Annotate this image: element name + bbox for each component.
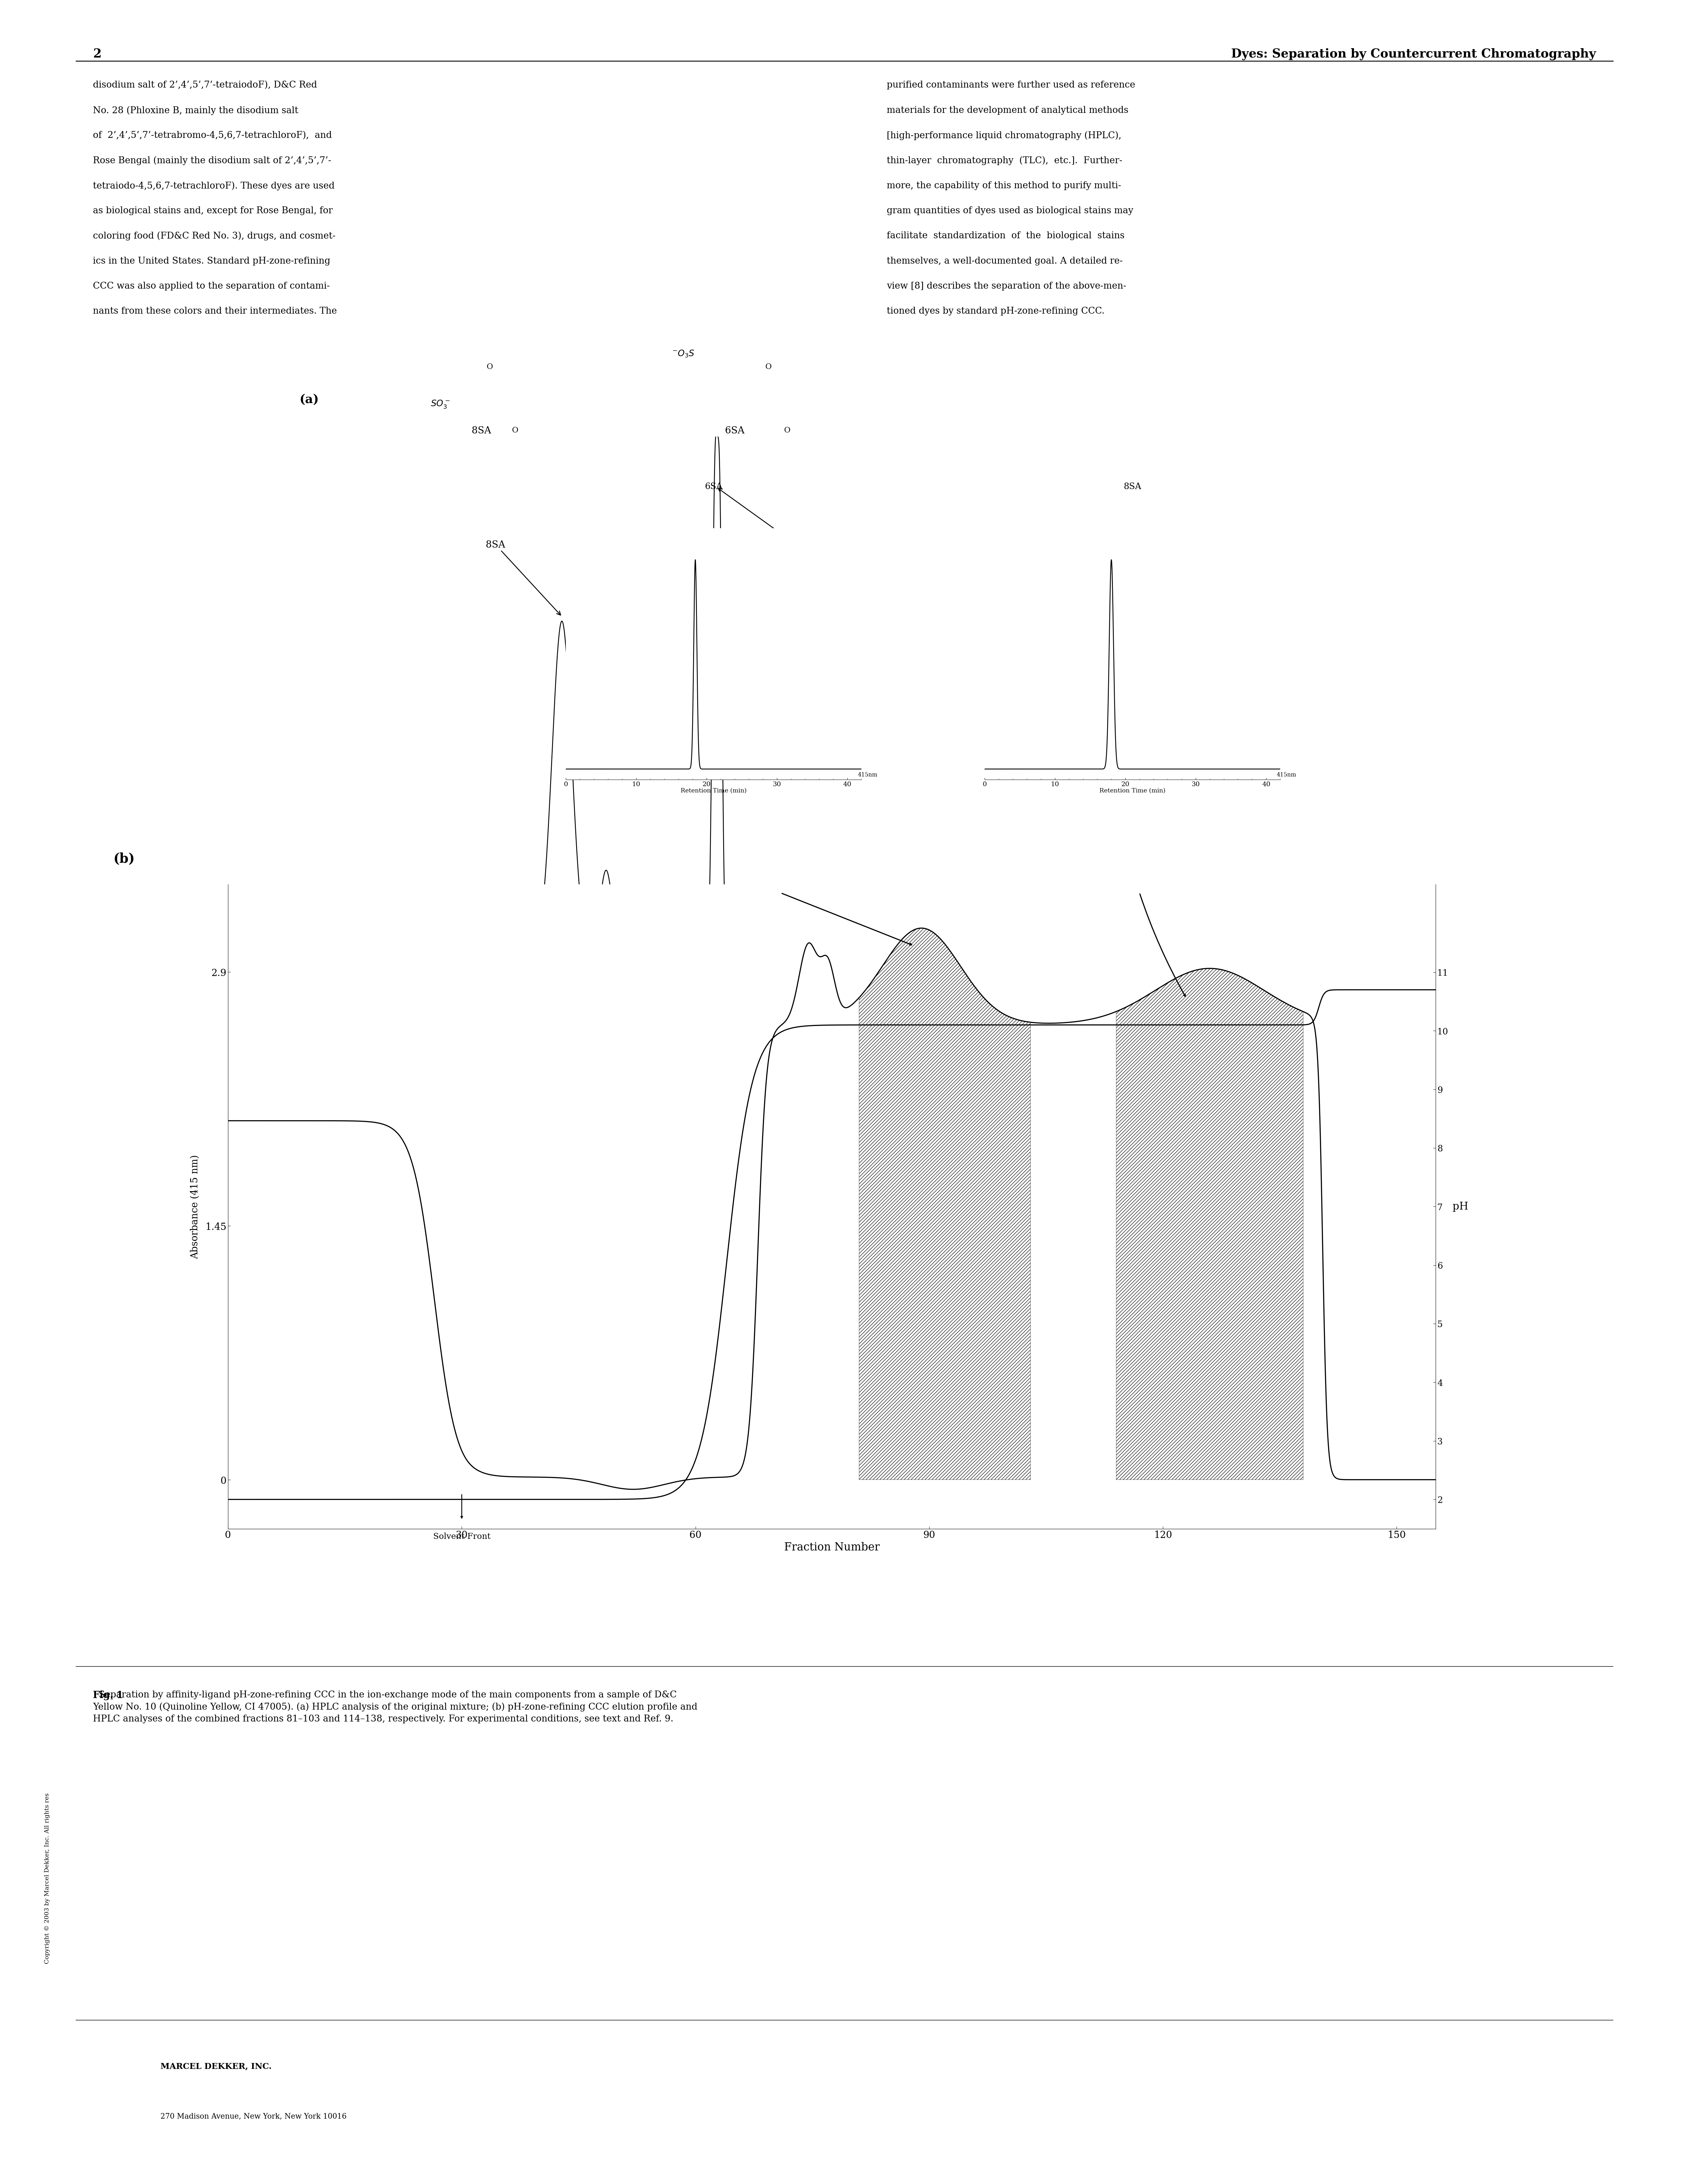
Text: facilitate  standardization  of  the  biological  stains: facilitate standardization of the biolog… (887, 232, 1125, 240)
Text: 8SA: 8SA (471, 426, 491, 435)
Text: 415nm: 415nm (1110, 963, 1135, 972)
Text: of  2’,4’,5’,7’-tetrabromo-4,5,6,7-tetrachloroF),  and: of 2’,4’,5’,7’-tetrabromo-4,5,6,7-tetrac… (93, 131, 331, 140)
Text: purified contaminants were further used as reference: purified contaminants were further used … (887, 81, 1135, 90)
Text: disodium salt of 2’,4’,5’,7’-tetraiodoF), D&C Red: disodium salt of 2’,4’,5’,7’-tetraiodoF)… (93, 81, 318, 90)
Text: 2: 2 (93, 48, 101, 59)
Text: 270 Madison Avenue, New York, New York 10016: 270 Madison Avenue, New York, New York 1… (160, 2112, 346, 2121)
Text: O: O (512, 426, 519, 435)
Text: 6SA: 6SA (718, 489, 806, 550)
Text: CCC was also applied to the separation of contami-: CCC was also applied to the separation o… (93, 282, 329, 290)
Text: ics in the United States. Standard pH-zone-refining: ics in the United States. Standard pH-zo… (93, 258, 331, 266)
Text: (a): (a) (299, 393, 319, 406)
Text: O: O (784, 426, 790, 435)
Text: themselves, a well-documented goal. A detailed re-: themselves, a well-documented goal. A de… (887, 258, 1123, 266)
Text: No. 28 (Phloxine B, mainly the disodium salt: No. 28 (Phloxine B, mainly the disodium … (93, 107, 299, 116)
Text: Separation by affinity-ligand pH-zone-refining CCC in the ion-exchange mode of t: Separation by affinity-ligand pH-zone-re… (93, 1690, 698, 1723)
X-axis label: Fraction Number: Fraction Number (784, 1542, 880, 1553)
Y-axis label: pH: pH (1453, 1201, 1468, 1212)
Text: more, the capability of this method to purify multi-: more, the capability of this method to p… (887, 181, 1121, 190)
Text: O: O (486, 363, 493, 371)
Text: Fig. 1: Fig. 1 (93, 1690, 123, 1699)
Text: gram quantities of dyes used as biological stains may: gram quantities of dyes used as biologic… (887, 207, 1133, 216)
Text: 6SA: 6SA (704, 483, 723, 491)
Text: Solvent Front: Solvent Front (432, 1533, 490, 1540)
X-axis label: Retention Time (min): Retention Time (min) (708, 983, 812, 992)
X-axis label: Retention Time (min): Retention Time (min) (681, 788, 747, 793)
X-axis label: Retention Time (min): Retention Time (min) (1100, 788, 1165, 793)
Text: Copyright © 2003 by Marcel Dekker, Inc. All rights res: Copyright © 2003 by Marcel Dekker, Inc. … (44, 1793, 51, 1963)
Text: Dyes: Separation by Countercurrent Chromatography: Dyes: Separation by Countercurrent Chrom… (1231, 48, 1596, 61)
Text: coloring food (FD&C Red No. 3), drugs, and cosmet-: coloring food (FD&C Red No. 3), drugs, a… (93, 232, 336, 240)
Text: M: M (106, 2086, 120, 2099)
Text: tioned dyes by standard pH-zone-refining CCC.: tioned dyes by standard pH-zone-refining… (887, 308, 1105, 317)
Text: Rose Bengal (mainly the disodium salt of 2’,4’,5’,7’-: Rose Bengal (mainly the disodium salt of… (93, 157, 331, 166)
Text: [high-performance liquid chromatography (HPLC),: [high-performance liquid chromatography … (887, 131, 1121, 140)
Text: O: O (765, 363, 772, 371)
Text: MARCEL DEKKER, INC.: MARCEL DEKKER, INC. (160, 2062, 272, 2070)
Text: 415nm: 415nm (1277, 771, 1297, 778)
Text: tetraiodo-4,5,6,7-tetrachloroF). These dyes are used: tetraiodo-4,5,6,7-tetrachloroF). These d… (93, 181, 334, 190)
Text: 8SA: 8SA (1123, 483, 1142, 491)
Text: nants from these colors and their intermediates. The: nants from these colors and their interm… (93, 308, 336, 317)
Text: 6SA: 6SA (725, 426, 745, 435)
Text: 415nm: 415nm (858, 771, 878, 778)
Text: as biological stains and, except for Rose Bengal, for: as biological stains and, except for Ros… (93, 207, 333, 216)
Text: materials for the development of analytical methods: materials for the development of analyti… (887, 107, 1128, 116)
Text: $SO_3^-$: $SO_3^-$ (431, 400, 449, 408)
Text: (b): (b) (113, 852, 135, 865)
Text: view [8] describes the separation of the above-men-: view [8] describes the separation of the… (887, 282, 1127, 290)
Y-axis label: Absorbance (415 nm): Absorbance (415 nm) (191, 1155, 199, 1258)
Text: $^{-}O_3S$: $^{-}O_3S$ (672, 349, 694, 358)
Text: 8SA: 8SA (486, 539, 561, 616)
Text: thin-layer  chromatography  (TLC),  etc.].  Further-: thin-layer chromatography (TLC), etc.]. … (887, 157, 1121, 166)
